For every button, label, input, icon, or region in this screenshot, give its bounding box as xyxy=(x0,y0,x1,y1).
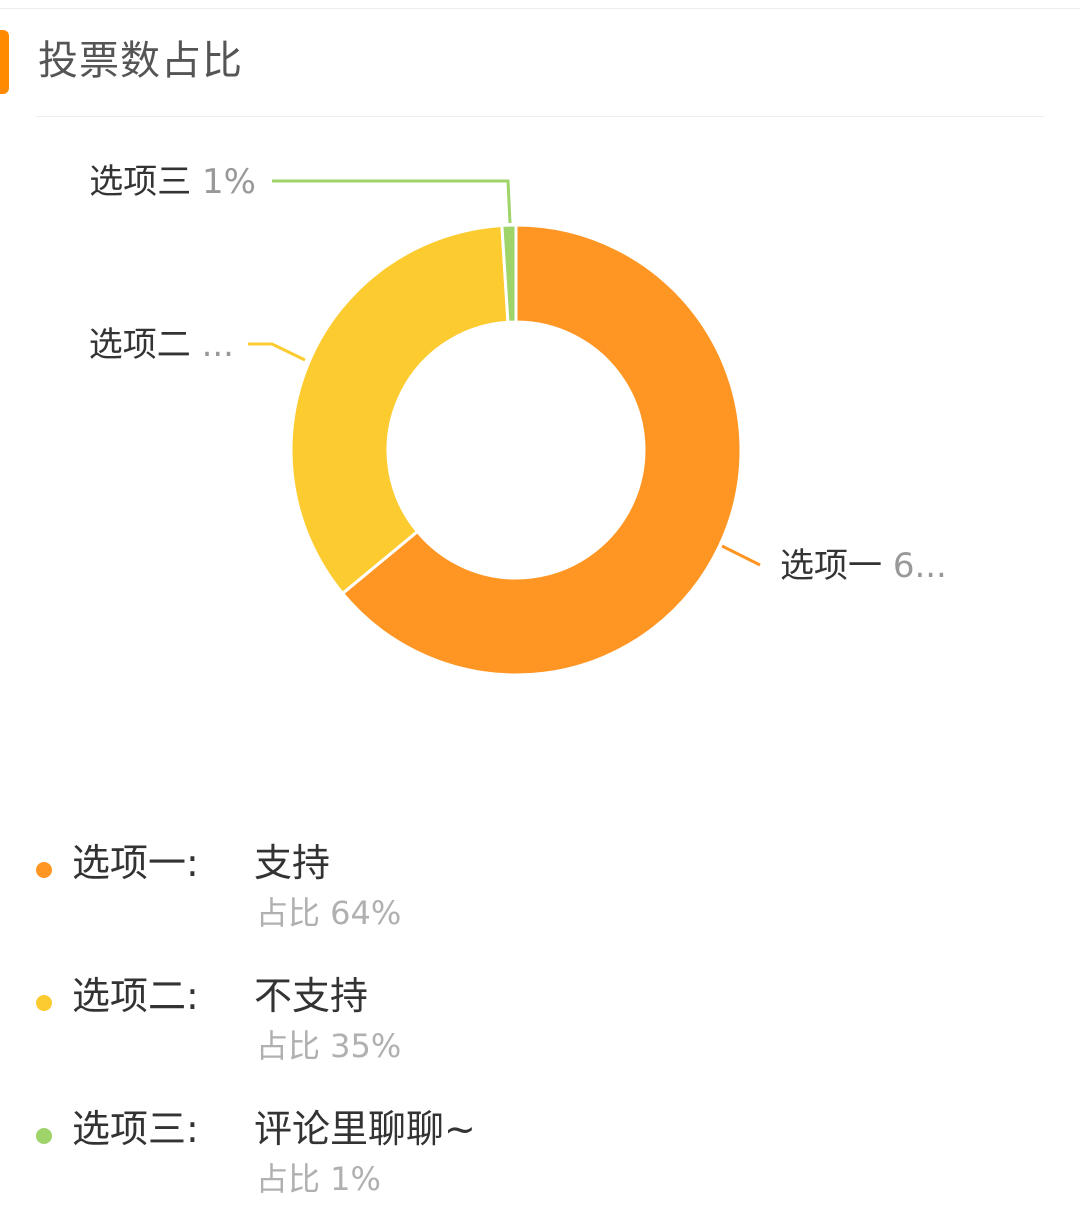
legend-percent: 占比 1% xyxy=(256,1160,381,1198)
callout-label-option-3: 选项三 1% xyxy=(89,162,256,202)
legend-label: 选项三: xyxy=(72,1107,199,1151)
legend-value: 不支持 xyxy=(254,974,369,1018)
callout-line-option-2 xyxy=(248,342,306,362)
callout-line-option-3 xyxy=(272,179,512,224)
legend-item-option-2: 选项二: 不支持 占比 35% xyxy=(0,963,1080,1083)
legend-item-option-1: 选项一: 支持 占比 64% xyxy=(0,830,1080,950)
legend-dot xyxy=(36,1128,52,1144)
top-divider xyxy=(0,8,1080,9)
section-title: 投票数占比 xyxy=(38,38,243,84)
legend-item-option-3: 选项三: 评论里聊聊~ 占比 1% xyxy=(0,1096,1080,1216)
legend-label: 选项二: xyxy=(72,974,199,1018)
callout-line-option-1 xyxy=(721,544,761,567)
legend-value: 支持 xyxy=(254,841,331,885)
donut-slice-option-3[interactable] xyxy=(500,223,518,324)
legend-dot xyxy=(36,862,52,878)
legend-percent: 占比 64% xyxy=(256,894,402,932)
legend-percent: 占比 35% xyxy=(256,1027,402,1065)
callout-label-option-2: 选项二 ... xyxy=(89,325,234,365)
donut-slice-option-2[interactable] xyxy=(289,223,510,596)
legend-dot xyxy=(36,995,52,1011)
legend-label: 选项一: xyxy=(72,841,199,885)
donut-chart: 选项一 6... 选项二 ... 选项三 1% xyxy=(89,162,947,677)
header-divider xyxy=(36,116,1044,117)
legend-value: 评论里聊聊~ xyxy=(254,1107,476,1151)
donut-slice-option-1[interactable] xyxy=(340,223,743,677)
callout-label-option-1: 选项一 6... xyxy=(780,546,947,586)
accent-bar xyxy=(0,30,9,94)
section-header: 投票数占比 xyxy=(0,28,1080,98)
